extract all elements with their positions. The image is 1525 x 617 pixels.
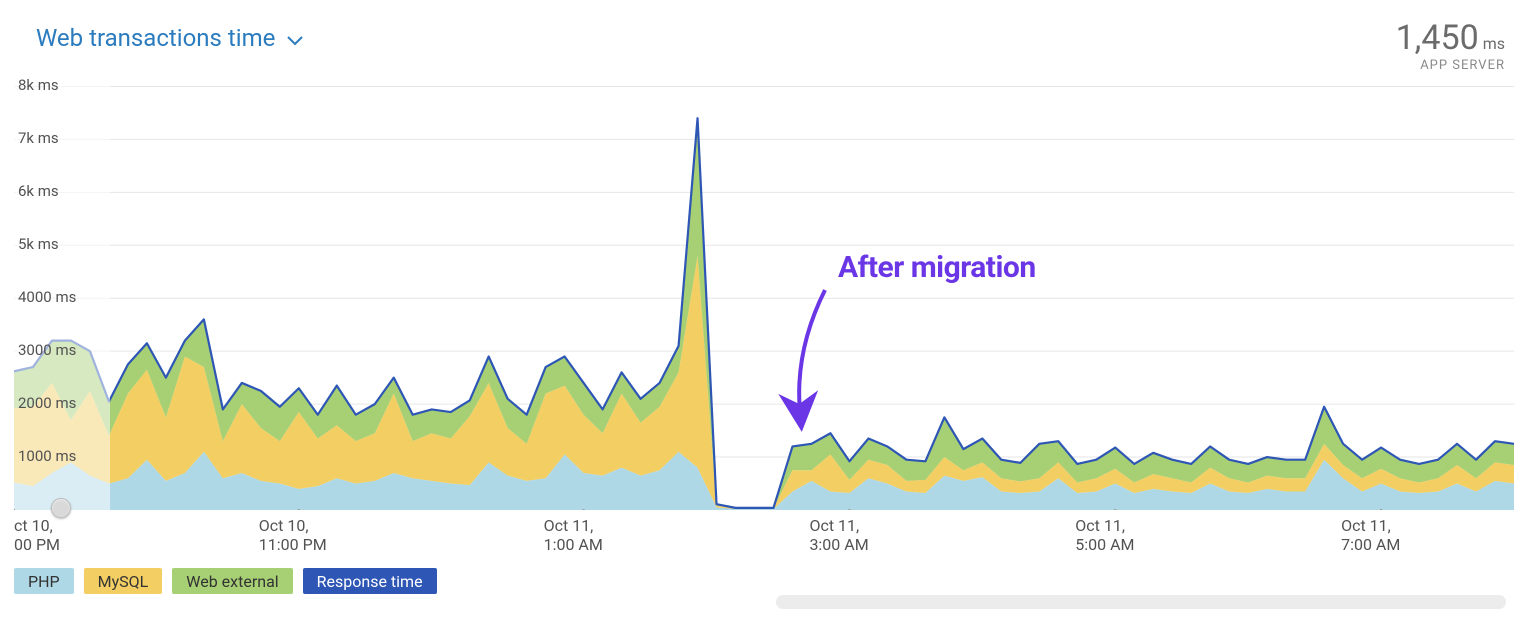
- y-tick-label: 1000 ms: [18, 447, 76, 465]
- chart-title-dropdown[interactable]: Web transactions time: [36, 24, 303, 52]
- y-tick-label: 8k ms: [18, 76, 59, 94]
- annotation-label: After migration: [838, 250, 1036, 285]
- time-marker-handle[interactable]: [51, 498, 71, 518]
- horizontal-scrollbar[interactable]: [776, 595, 1506, 609]
- y-tick-label: 4000 ms: [18, 288, 76, 306]
- stat-value: 1,450: [1396, 18, 1479, 58]
- legend-item-web-external[interactable]: Web external: [172, 568, 292, 594]
- x-tick-label: Oct 11,3:00 AM: [809, 516, 868, 554]
- x-tick-label: Oct 11,1:00 AM: [544, 516, 603, 554]
- x-tick-label: Oct 10,11:00 PM: [259, 516, 327, 554]
- chart-plot[interactable]: [14, 60, 1514, 510]
- legend-item-php[interactable]: PHP: [14, 568, 74, 594]
- chevron-down-icon: [287, 24, 303, 52]
- x-tick-label: ct 10,00 PM: [14, 516, 60, 554]
- y-tick-label: 2000 ms: [18, 394, 76, 412]
- chart-frame: Web transactions time 1,450ms APP SERVER…: [0, 0, 1525, 617]
- x-tick-label: Oct 11,7:00 AM: [1341, 516, 1400, 554]
- chart-title-text: Web transactions time: [36, 24, 275, 52]
- y-tick-label: 7k ms: [18, 129, 59, 147]
- legend-item-mysql[interactable]: MySQL: [84, 568, 163, 594]
- legend-item-response-time[interactable]: Response time: [303, 568, 437, 594]
- y-tick-label: 6k ms: [18, 182, 59, 200]
- legend: PHP MySQL Web external Response time: [14, 568, 437, 594]
- y-tick-label: 3000 ms: [18, 341, 76, 359]
- stat-unit: ms: [1483, 34, 1505, 53]
- x-tick-label: Oct 11,5:00 AM: [1075, 516, 1134, 554]
- y-tick-label: 5k ms: [18, 235, 59, 253]
